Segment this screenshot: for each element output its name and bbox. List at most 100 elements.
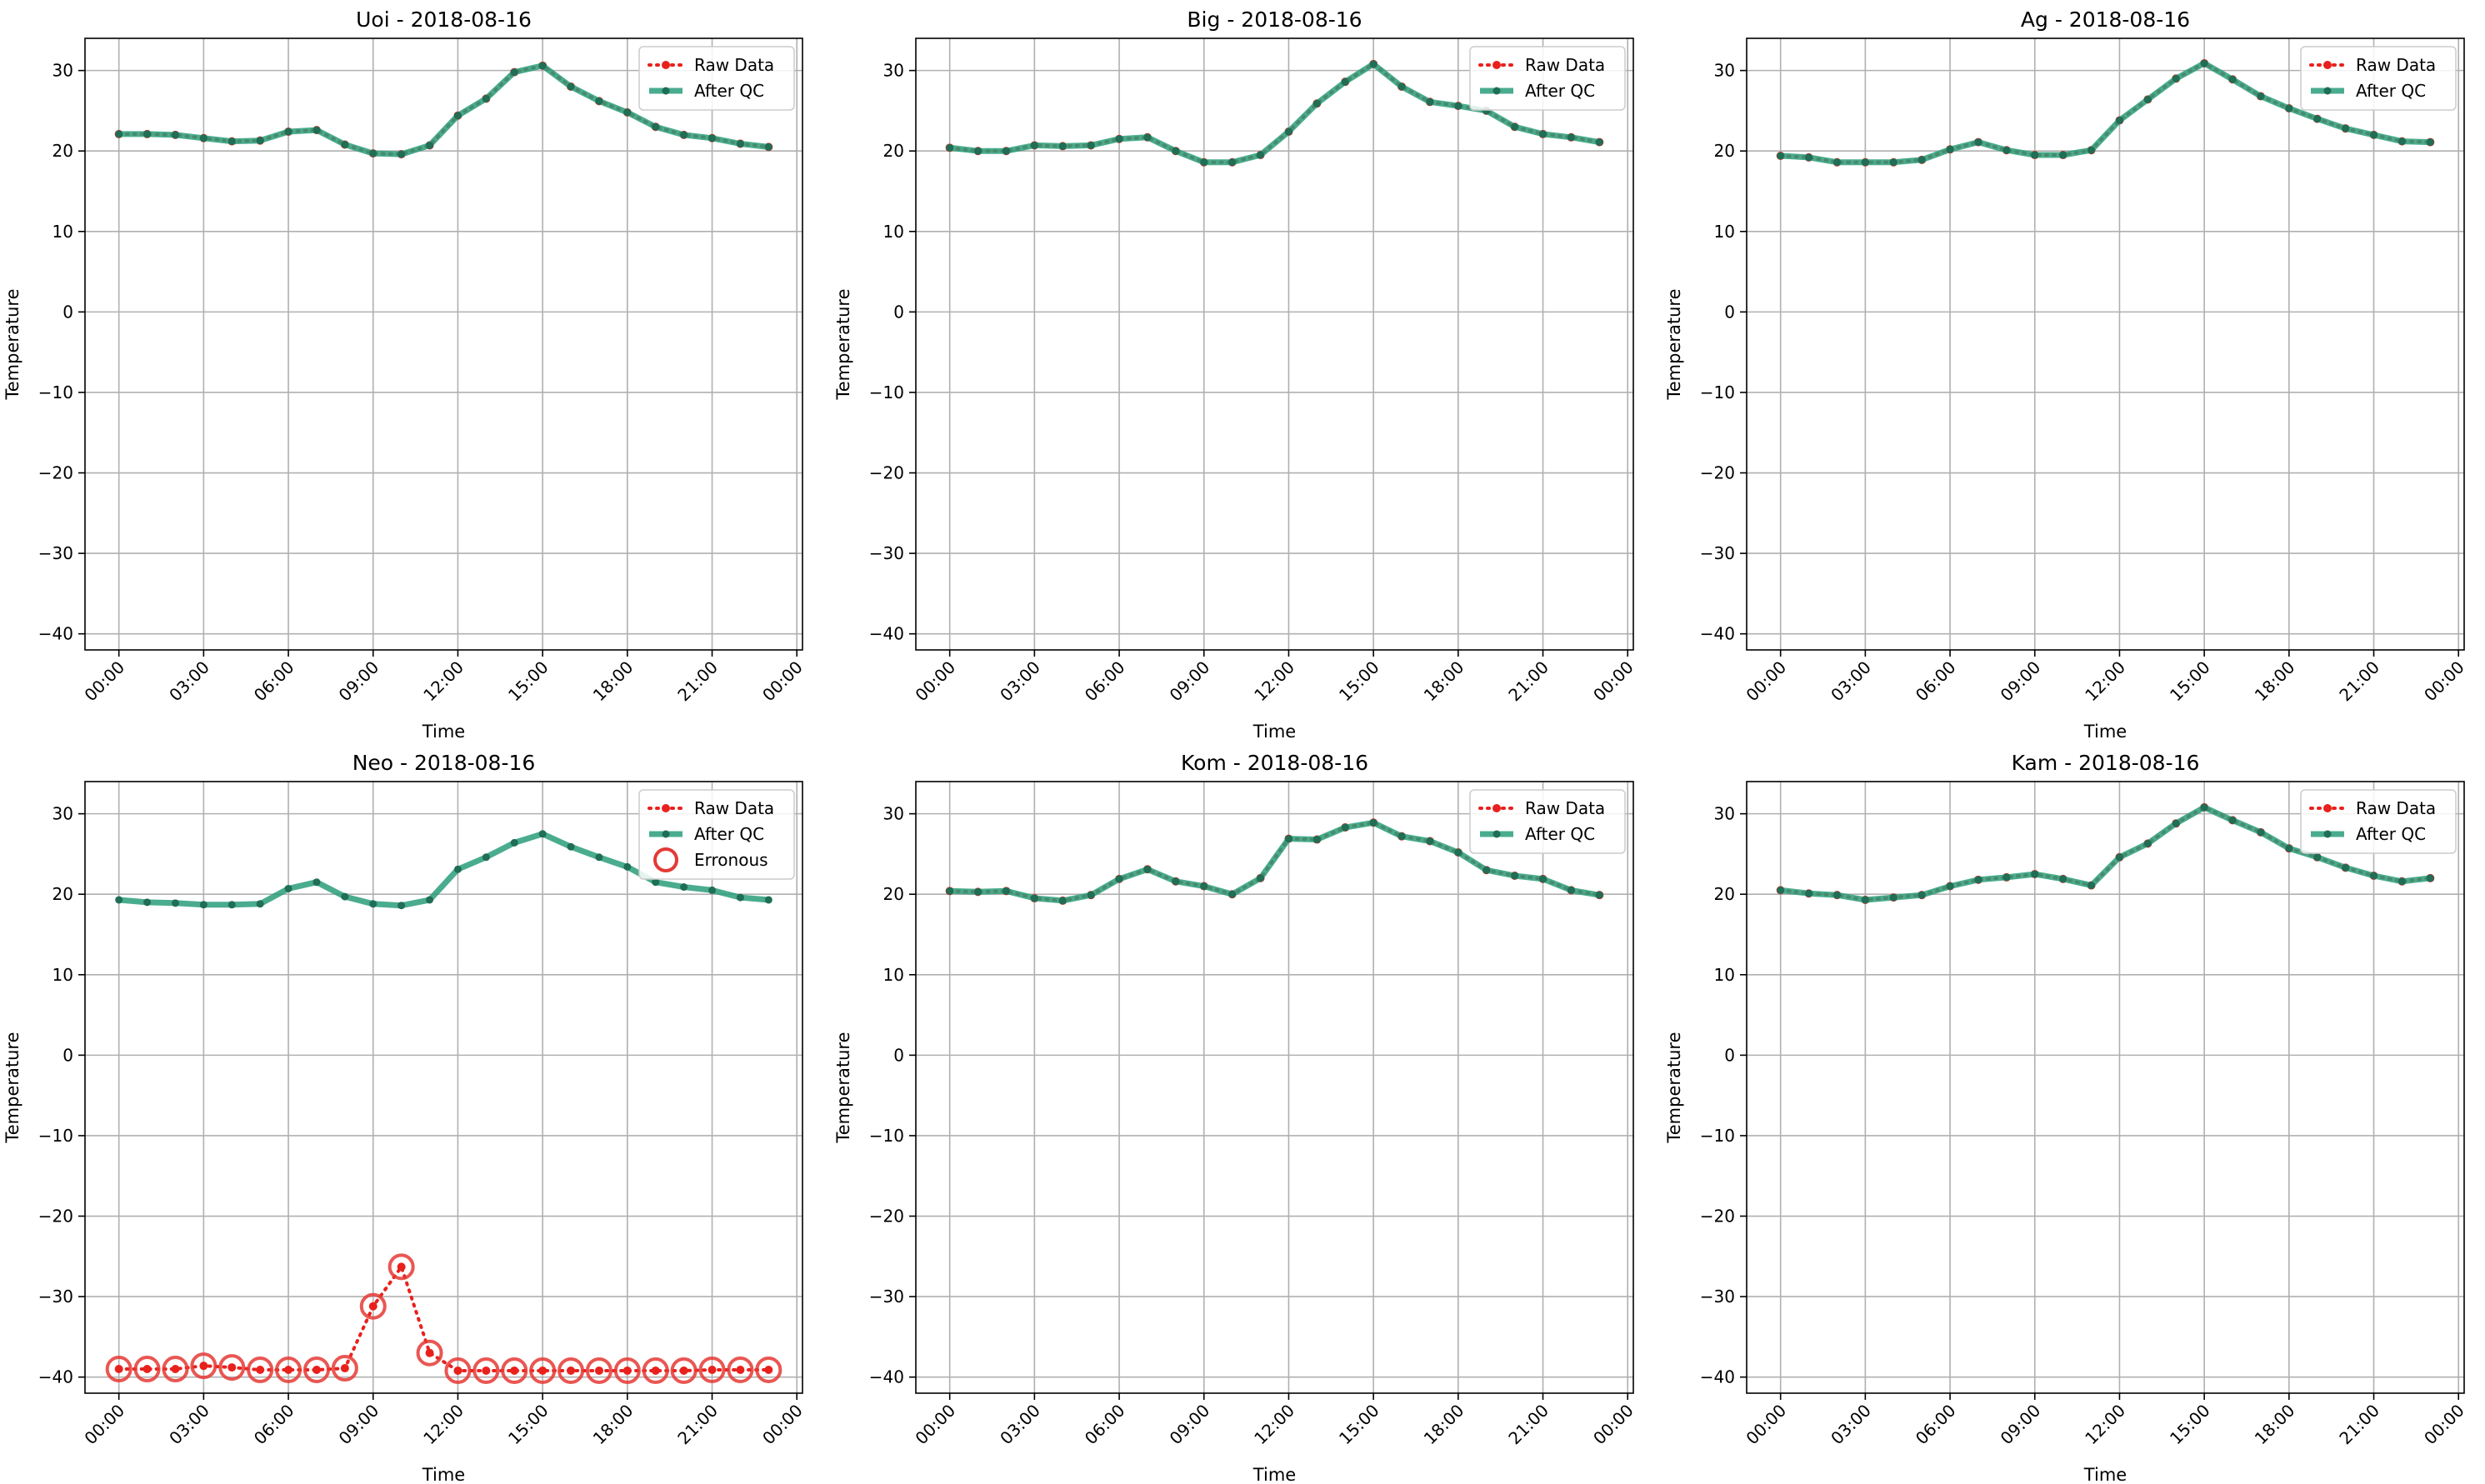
legend-box xyxy=(1469,46,1626,111)
after-qc-point xyxy=(1115,875,1123,883)
y-tick-label: 20 xyxy=(1714,884,1735,904)
chart-title: Ag - 2018-08-16 xyxy=(2021,7,2190,32)
y-tick-label: 30 xyxy=(883,61,904,81)
after-qc-point xyxy=(1889,158,1898,167)
after-qc-point xyxy=(453,112,462,120)
y-tick-label: −40 xyxy=(1700,624,1735,644)
after-qc-point xyxy=(567,82,575,91)
series-erronous xyxy=(105,1253,782,1384)
x-tick-label: 21:00 xyxy=(673,1401,722,1449)
y-tick-label: −30 xyxy=(869,543,904,563)
grid xyxy=(85,782,802,1393)
legend-raw-marker xyxy=(662,804,670,812)
axes-frame xyxy=(84,37,803,651)
y-axis-label: Temperature xyxy=(1664,288,1684,400)
y-tick-label: 20 xyxy=(883,884,904,904)
erronous-marker xyxy=(585,1357,612,1384)
after-qc-point xyxy=(256,900,264,908)
after-qc-point xyxy=(2370,131,2378,139)
after-qc-point xyxy=(2285,104,2293,112)
legend-qc-marker xyxy=(1492,830,1501,838)
raw-data-point xyxy=(764,1365,773,1374)
after-qc-point xyxy=(510,838,518,847)
raw-data-point xyxy=(425,1348,434,1357)
erronous-marker xyxy=(218,1354,246,1382)
legend: Raw Data After QC xyxy=(2300,789,2457,854)
x-tick-label: 00:00 xyxy=(758,657,807,706)
legend-label: After QC xyxy=(1525,81,1595,101)
y-tick-label: 10 xyxy=(883,965,904,985)
after-qc-point xyxy=(736,140,744,148)
after-qc-point xyxy=(1974,138,1982,147)
after-qc-point xyxy=(2200,59,2208,67)
after-qc-point xyxy=(1805,153,1813,162)
legend-label: After QC xyxy=(2356,824,2426,844)
after-qc-point xyxy=(1777,886,1785,894)
after-qc-point xyxy=(946,887,954,895)
raw-data-point xyxy=(594,1366,603,1375)
after-qc-point xyxy=(652,122,660,131)
after-qc-point xyxy=(1595,138,1603,147)
after-qc-point xyxy=(199,134,208,142)
legend-raw-marker xyxy=(2323,61,2332,69)
legend-qc-marker xyxy=(2323,830,2332,838)
legend-label: Raw Data xyxy=(694,55,774,75)
erronous-marker xyxy=(359,1292,387,1320)
legend-label: Erronous xyxy=(694,850,768,870)
raw-data-line xyxy=(117,1263,771,1372)
raw-data-point xyxy=(510,1366,519,1375)
y-tick-label: −20 xyxy=(869,463,904,483)
x-tick-label: 15:00 xyxy=(1335,1401,1383,1449)
after-qc-point xyxy=(2059,875,2068,883)
legend-box xyxy=(2300,46,2457,111)
after-qc-point xyxy=(143,130,152,138)
chart-panel: −40 −30 −20 −10 0 10 20 30 00:00 03:00 06:00 09:00 1… xyxy=(1664,751,2468,1484)
x-tick-label: 12:00 xyxy=(419,1401,468,1449)
legend: Raw Data After QC xyxy=(2300,46,2457,111)
x-tick-label: 09:00 xyxy=(1997,657,2045,706)
y-tick-label: −40 xyxy=(1700,1367,1735,1387)
x-tick-label: 00:00 xyxy=(1742,1401,1790,1449)
y-tick-label: 0 xyxy=(893,1045,904,1065)
after-qc-point xyxy=(1974,876,1982,884)
raw-data-point xyxy=(228,1363,237,1372)
after-qc-point xyxy=(426,896,434,904)
after-qc-point xyxy=(538,830,547,838)
y-tick-label: −10 xyxy=(869,1126,904,1146)
series-raw-data xyxy=(114,1262,773,1375)
y-tick-label: 0 xyxy=(62,1045,73,1065)
x-axis-label: Time xyxy=(2083,1465,2127,1484)
after-qc-point xyxy=(1595,891,1603,899)
y-tick-label: −30 xyxy=(1700,543,1735,563)
x-tick-label: 00:00 xyxy=(911,1401,959,1449)
after-qc-point xyxy=(764,142,772,151)
after-qc-point xyxy=(341,140,349,148)
after-qc-line xyxy=(949,61,1600,166)
after-qc-point xyxy=(1832,891,1841,899)
y-tick-label: −10 xyxy=(869,382,904,402)
grid xyxy=(1747,38,2464,650)
y-tick-label: −40 xyxy=(38,1367,73,1387)
legend-raw-marker xyxy=(2323,804,2332,812)
after-qc-point xyxy=(2002,873,2011,882)
legend-box xyxy=(2300,789,2457,854)
after-qc-point xyxy=(1312,99,1321,107)
chart-panel: −40 −30 −20 −10 0 10 20 30 00:00 03:00 06:00 09:00 1… xyxy=(833,751,1638,1484)
x-tick-label: 03:00 xyxy=(996,1401,1044,1449)
after-qc-point xyxy=(115,896,123,904)
after-qc-point xyxy=(1284,835,1292,843)
x-tick-label: 15:00 xyxy=(1335,657,1383,706)
raw-data-point xyxy=(171,1365,180,1374)
x-tick-label: 09:00 xyxy=(335,1401,383,1449)
after-qc-point xyxy=(1257,874,1265,882)
after-qc-point xyxy=(398,902,406,910)
legend-label: Raw Data xyxy=(694,798,774,818)
after-qc-point xyxy=(764,896,772,904)
after-qc-point xyxy=(1369,818,1378,827)
after-qc-point xyxy=(2285,844,2293,852)
after-qc-point xyxy=(2031,151,2039,159)
x-tick-label: 21:00 xyxy=(2335,1401,2383,1449)
after-qc-point xyxy=(1341,77,1349,86)
axes-frame xyxy=(1746,37,2465,651)
legend: Raw Data After QC xyxy=(1469,789,1626,854)
